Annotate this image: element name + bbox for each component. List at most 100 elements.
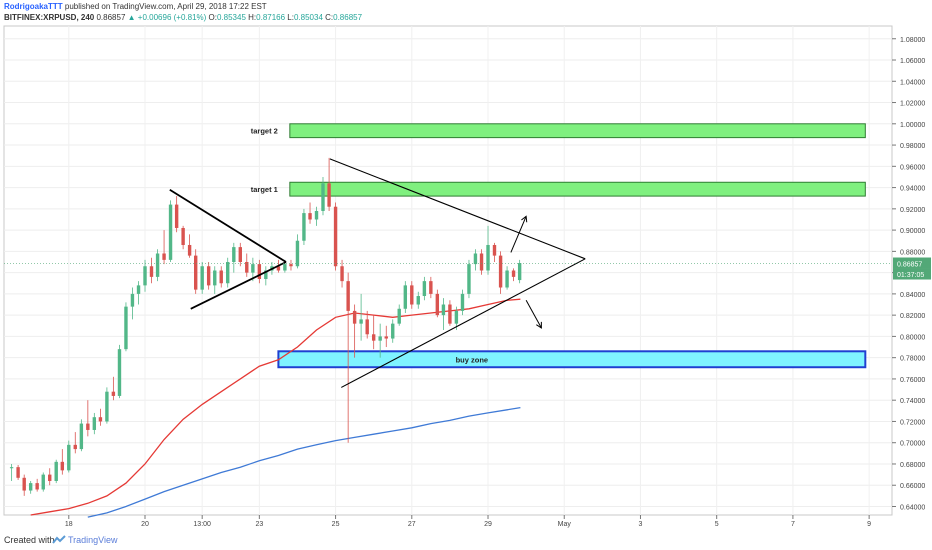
candle-up bbox=[79, 423, 84, 450]
candle-up bbox=[9, 467, 14, 469]
last-price: 0.86857 bbox=[96, 13, 126, 22]
candle-down bbox=[371, 334, 376, 341]
candle-down bbox=[60, 461, 65, 471]
author-name[interactable]: RodrigoakaTTT bbox=[4, 2, 63, 11]
candle-up bbox=[454, 310, 459, 324]
open-label: O: bbox=[208, 13, 217, 22]
y-tick-label: 0.74000 bbox=[900, 398, 925, 405]
buy-zone bbox=[277, 350, 867, 369]
candle-down bbox=[111, 391, 116, 396]
target-zone-1 bbox=[289, 123, 866, 139]
candle-down bbox=[194, 255, 198, 290]
y-tick-label: 1.08000 bbox=[900, 37, 925, 44]
candle-down bbox=[98, 417, 103, 422]
target-zone-label: target 2 bbox=[251, 127, 278, 136]
last-price-badge bbox=[893, 257, 931, 269]
countdown-badge bbox=[893, 268, 931, 280]
candle-up bbox=[283, 264, 287, 271]
trend-drawings bbox=[4, 158, 892, 388]
candle-up bbox=[397, 308, 401, 324]
y-tick-label: 1.04000 bbox=[900, 79, 925, 86]
left-triangle-upper bbox=[169, 188, 287, 263]
candle-up bbox=[403, 285, 408, 309]
candle-up bbox=[517, 263, 522, 281]
candle-down bbox=[149, 266, 154, 277]
y-tick-label: 0.70000 bbox=[900, 441, 925, 448]
left-triangle-lower bbox=[190, 261, 287, 310]
candle-down bbox=[245, 261, 249, 273]
candle-up bbox=[117, 349, 122, 396]
breakout-down-arrow bbox=[525, 300, 542, 329]
close-value: 0.86857 bbox=[333, 13, 363, 22]
open-value: 0.85345 bbox=[216, 13, 246, 22]
arrow-head bbox=[536, 321, 542, 329]
candle-up bbox=[168, 204, 173, 260]
x-tick-label: May bbox=[558, 521, 572, 528]
breakout-up-arrow bbox=[510, 215, 528, 253]
x-tick-label: 27 bbox=[408, 521, 416, 528]
moving-average-blue bbox=[87, 406, 521, 518]
candle-up bbox=[473, 253, 478, 265]
y-tick-label: 0.88000 bbox=[900, 249, 925, 256]
y-tick-label: 0.96000 bbox=[900, 164, 925, 171]
candle-up bbox=[422, 281, 427, 297]
candle-down bbox=[479, 253, 484, 271]
x-tick-label: 13:00 bbox=[193, 521, 211, 528]
candle-down bbox=[498, 255, 503, 288]
symbol-label[interactable]: BITFINEX:XRPUSD, 240 bbox=[4, 13, 95, 22]
chart-header: RodrigoakaTTT published on TradingView.c… bbox=[0, 0, 932, 24]
y-tick-label: 0.64000 bbox=[900, 504, 925, 511]
target-zone-label: target 1 bbox=[251, 185, 278, 194]
candle-up bbox=[54, 461, 58, 481]
candle-up bbox=[200, 266, 204, 290]
y-tick-label: 0.80000 bbox=[900, 334, 925, 341]
y-tick-label: 0.94000 bbox=[900, 186, 925, 193]
candle-down bbox=[174, 204, 179, 228]
header-publish-row: RodrigoakaTTT published on TradingView.c… bbox=[4, 2, 267, 11]
candle-down bbox=[410, 285, 414, 305]
candle-down bbox=[340, 266, 344, 282]
arrow-shaft bbox=[510, 216, 527, 253]
candle-down bbox=[308, 213, 312, 220]
header-quote-row: BITFINEX:XRPUSD, 240 0.86857 ▲ +0.00696 … bbox=[4, 13, 362, 22]
candle-down bbox=[162, 253, 166, 260]
high-label: H: bbox=[248, 13, 257, 22]
arrow-head bbox=[521, 215, 528, 223]
y-tick-label: 0.98000 bbox=[900, 143, 925, 150]
candle-up bbox=[460, 293, 465, 311]
tradingview-brand[interactable]: TradingView bbox=[68, 535, 118, 545]
low-label: L: bbox=[287, 13, 294, 22]
candle-down bbox=[352, 310, 357, 324]
y-tick-label: 0.68000 bbox=[900, 462, 925, 469]
candle-up bbox=[302, 213, 306, 241]
candle-up bbox=[136, 285, 141, 294]
right-triangle-upper bbox=[329, 158, 586, 260]
annotation-zones: target 2 target 1 buy zone bbox=[251, 123, 867, 369]
candle-down bbox=[492, 244, 497, 256]
candle-up bbox=[264, 270, 268, 280]
x-tick-label: 23 bbox=[255, 521, 263, 528]
y-tick-label: 0.76000 bbox=[900, 377, 925, 384]
y-tick-label: 0.78000 bbox=[900, 356, 925, 363]
candle-up bbox=[441, 304, 446, 316]
candle-down bbox=[511, 270, 516, 277]
candle-down bbox=[22, 477, 26, 491]
candle-up bbox=[130, 293, 135, 307]
candle-down bbox=[206, 266, 211, 286]
footer: Created with TradingView bbox=[0, 531, 932, 550]
x-tick-label: 29 bbox=[484, 521, 492, 528]
candle-down bbox=[435, 293, 440, 316]
price-change: +0.00696 (+0.81%) bbox=[137, 13, 207, 22]
y-tick-label: 0.82000 bbox=[900, 313, 925, 320]
candle-down bbox=[181, 227, 185, 245]
right-triangle-lower bbox=[341, 258, 586, 388]
candle-down bbox=[35, 483, 39, 490]
y-tick-label: 0.66000 bbox=[900, 483, 925, 490]
x-tick-label: 18 bbox=[65, 521, 73, 528]
price-axis[interactable]: 0.64000 0.66000 0.68000 0.70000 0.72000 0.740… bbox=[892, 37, 931, 512]
candle-up bbox=[213, 270, 217, 286]
candle-up bbox=[92, 417, 97, 430]
candle-up bbox=[232, 247, 236, 262]
time-axis[interactable]: 18 20 13:00 23 25 27 29 May 3 5 7 9 bbox=[65, 515, 871, 528]
